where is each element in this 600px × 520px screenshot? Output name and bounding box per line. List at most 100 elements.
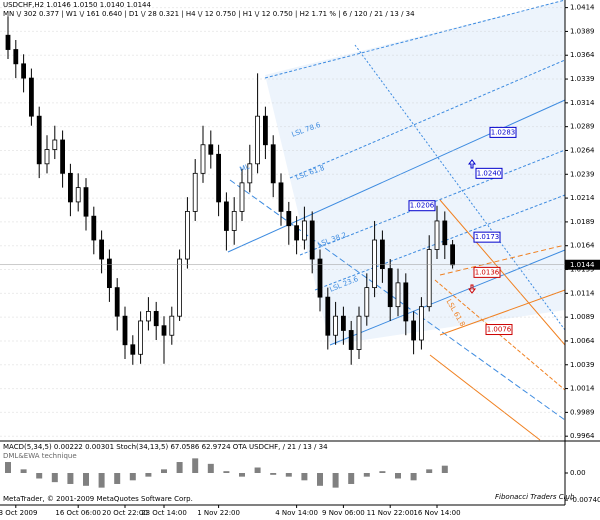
macd-bar <box>98 473 105 488</box>
candle-body <box>200 144 206 174</box>
macd-bar <box>145 473 152 477</box>
chart-subtitle: MN \/ 302 0.377 | W1 \/ 161 0.640 | D1 \… <box>3 10 415 18</box>
fork-line-red <box>439 289 566 336</box>
candle-body <box>83 187 89 217</box>
candle-body <box>450 244 456 266</box>
candle-body <box>208 144 214 155</box>
candle-body <box>411 320 417 341</box>
candle-body <box>301 220 307 241</box>
candle-body <box>177 258 183 317</box>
candle-body <box>364 287 370 317</box>
candle-body <box>36 115 42 165</box>
candle-body <box>379 239 385 269</box>
y-tick-label: 0.00 <box>570 469 586 477</box>
fork-line-red <box>439 244 566 276</box>
chart-title: USDCHF,H2 1.0146 1.0150 1.0140 1.0144 <box>3 1 151 9</box>
y-tick-label: 1.0339 <box>570 75 595 83</box>
fork-line <box>329 249 566 346</box>
macd-bar <box>379 471 386 473</box>
candle-body <box>122 315 128 346</box>
down-arrow <box>468 284 476 294</box>
x-tick-label: 1 Nov 22:00 <box>197 509 240 517</box>
macd-bar <box>239 473 245 477</box>
current-price-label: 1.0144 <box>570 261 595 269</box>
pitchfork <box>227 0 566 441</box>
price-label: 1.0240 <box>477 169 502 177</box>
candles <box>5 16 456 365</box>
x-tick-label: 16 Oct 06:00 <box>55 509 101 517</box>
x-tick-label: 9 Nov 06:00 <box>322 509 365 517</box>
macd-bar <box>83 473 89 486</box>
footer: MetaTrader, © 2001-2009 MetaQuotes Softw… <box>3 495 193 503</box>
price-label: 1.0283 <box>491 128 516 136</box>
macd-bar <box>285 473 292 477</box>
candle-body <box>442 220 448 246</box>
y-tick-label: 1.0264 <box>570 146 595 154</box>
macd-bar <box>441 465 448 473</box>
y-tick-label: 1.0289 <box>570 123 595 131</box>
macd-bar <box>270 473 277 475</box>
candle-body <box>75 187 81 203</box>
y-tick-label: 1.0064 <box>570 337 595 345</box>
candle-body <box>130 344 136 355</box>
macd-bar <box>207 463 214 473</box>
fork-line <box>264 0 566 79</box>
candle-body <box>294 225 300 241</box>
price-label-box <box>489 126 517 138</box>
candle-body <box>52 139 58 150</box>
y-tick-label: 1.0364 <box>570 51 595 59</box>
macd-bar <box>176 462 183 473</box>
price-label: 1.0206 <box>410 202 435 210</box>
candle-body <box>356 315 362 350</box>
y-tick-label: 1.0214 <box>570 194 595 202</box>
candle-body <box>418 306 424 341</box>
candle-body <box>309 220 315 260</box>
y-tick-label: 0.9989 <box>570 408 595 416</box>
price-label-box <box>475 167 503 179</box>
x-tick-label: 13 Oct 2009 <box>0 509 37 517</box>
macd-bar <box>426 469 433 473</box>
y-tick-label: 1.0239 <box>570 170 595 178</box>
candle-body <box>387 268 393 308</box>
candle-body <box>325 296 331 336</box>
candle-body <box>434 220 440 250</box>
macd-bar <box>51 473 58 483</box>
candle-body <box>340 315 346 331</box>
candle-body <box>184 211 190 260</box>
candle-body <box>114 287 120 317</box>
macd-bar <box>20 469 27 473</box>
candle-body <box>216 153 222 203</box>
price-label: 1.0076 <box>487 326 512 334</box>
candle-body <box>99 239 104 260</box>
y-tick-label: 1.0089 <box>570 313 595 321</box>
candle-body <box>153 311 159 327</box>
candle-body <box>60 139 65 174</box>
macd-bar <box>301 473 308 481</box>
fork-line-red <box>429 354 541 441</box>
y-tick-label: 1.0114 <box>570 289 595 297</box>
price-label-box <box>473 231 501 243</box>
macd-bar <box>67 473 74 484</box>
macd-bar <box>254 467 261 473</box>
macd-bar <box>192 458 199 473</box>
macd-bar <box>317 473 323 486</box>
up-arrow <box>468 159 476 169</box>
macd-bar <box>223 471 230 473</box>
indicator-title: MACD(5,34,5) 0.00222 0.00301 Stoch(34,13… <box>3 443 328 451</box>
fork-line <box>354 44 566 331</box>
candle-body <box>169 315 175 336</box>
macd-bar <box>161 469 167 473</box>
fork-line <box>314 194 566 291</box>
candle-body <box>231 211 237 231</box>
price-label: 1.0136 <box>475 268 500 276</box>
x-tick-label: 23 Oct 14:00 <box>141 509 187 517</box>
candle-body <box>286 211 292 227</box>
y-tick-label: 1.0164 <box>570 242 595 250</box>
price-label-box <box>485 324 513 336</box>
price-label-box <box>408 200 436 212</box>
candle-body <box>255 115 261 165</box>
macd-bar <box>363 473 370 477</box>
candle-body <box>13 49 19 65</box>
fork-line-red <box>439 199 566 346</box>
candle-body <box>403 282 409 322</box>
